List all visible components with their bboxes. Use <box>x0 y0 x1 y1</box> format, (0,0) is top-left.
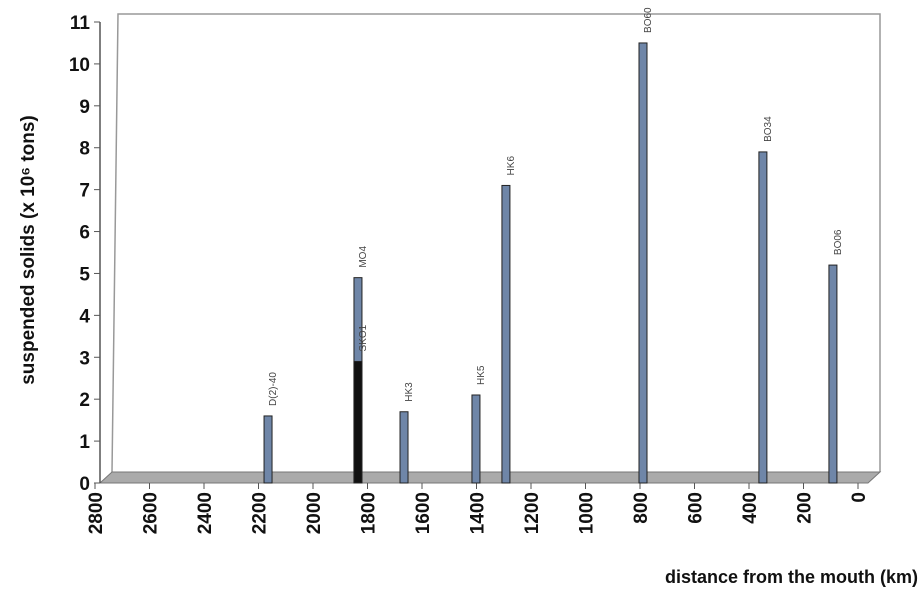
x-tick-label: 1200 <box>522 492 543 534</box>
x-axis-label: distance from the mouth (km) <box>665 567 918 587</box>
bar <box>828 264 838 484</box>
x-tick-label: 2800 <box>86 492 107 534</box>
x-tick-label: 1400 <box>468 492 489 534</box>
y-tick-label: 4 <box>79 306 90 327</box>
y-tick-label: 7 <box>79 181 90 202</box>
x-tick-label: 2200 <box>250 492 271 534</box>
x-tick-label: 800 <box>631 492 652 524</box>
y-tick-label: 6 <box>79 223 90 244</box>
station-label: BO06 <box>833 229 844 255</box>
y-tick-label: 1 <box>79 432 90 453</box>
bar <box>263 415 273 484</box>
x-tick-label: 1600 <box>413 492 434 534</box>
station-label: BO34 <box>763 116 774 142</box>
back-wall <box>111 13 881 473</box>
y-tick-label: 5 <box>79 264 90 285</box>
y-axis-label: suspended solids (x 10⁶ tons) <box>18 115 39 385</box>
y-tick-label: 3 <box>79 348 90 369</box>
bar <box>638 42 648 484</box>
y-tick-label: 8 <box>79 139 90 160</box>
station-label: D(2)-40 <box>268 372 279 406</box>
floor <box>98 471 882 484</box>
y-tick-label: 2 <box>79 390 90 411</box>
x-tick-label: 2600 <box>141 492 162 534</box>
bar <box>501 184 511 484</box>
x-tick-label: 200 <box>795 492 816 524</box>
x-tick-label: 600 <box>686 492 707 524</box>
x-tick-label: 1000 <box>577 492 598 534</box>
y-tick-label: 0 <box>79 474 90 495</box>
station-label: HK5 <box>476 365 487 385</box>
station-label: MO4 <box>358 246 369 268</box>
bar <box>353 360 363 484</box>
x-tick-label: 2000 <box>304 492 325 534</box>
station-label: SKO1 <box>358 324 369 351</box>
y-tick-label: 11 <box>70 13 91 34</box>
y-tick-label: 10 <box>69 55 90 76</box>
station-label: BO60 <box>643 7 654 33</box>
bar <box>471 394 481 484</box>
bar <box>399 411 409 484</box>
x-tick-label: 1800 <box>359 492 380 534</box>
bar <box>758 151 768 484</box>
x-tick-label: 2400 <box>195 492 216 534</box>
x-tick-label: 400 <box>740 492 761 524</box>
station-label: HK6 <box>506 156 517 176</box>
y-tick-label: 9 <box>79 97 90 118</box>
station-label: HK3 <box>404 382 415 402</box>
x-tick-label: 0 <box>849 492 870 503</box>
